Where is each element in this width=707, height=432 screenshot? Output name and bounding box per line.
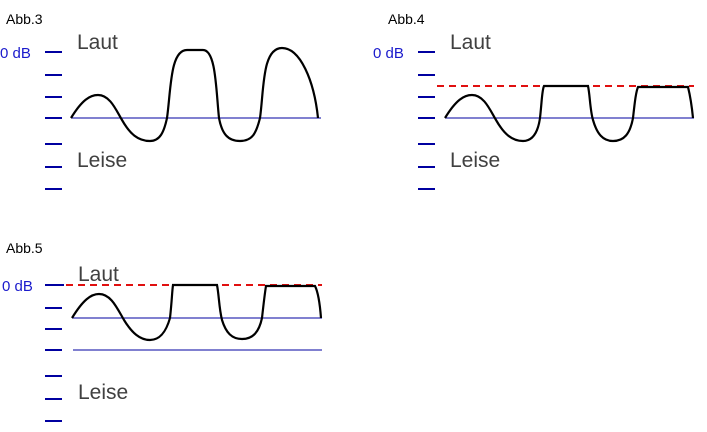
loud-label: Laut bbox=[77, 31, 118, 54]
waveform bbox=[70, 46, 320, 143]
waveform bbox=[71, 283, 323, 342]
level-scale bbox=[45, 51, 62, 190]
figure-abb5: Abb.5 0 dB Laut Leise bbox=[2, 240, 323, 422]
quiet-label: Leise bbox=[450, 149, 500, 172]
loud-label: Laut bbox=[450, 31, 491, 54]
level-scale bbox=[45, 284, 64, 422]
loud-label: Laut bbox=[78, 263, 119, 286]
level-scale bbox=[418, 51, 435, 190]
figure-label: Abb.5 bbox=[6, 240, 43, 256]
figure-abb3: Abb.3 0 dB Laut Leise bbox=[0, 11, 321, 190]
quiet-label: Leise bbox=[77, 149, 127, 172]
db-label: 0 dB bbox=[373, 45, 404, 62]
figure-abb4: Abb.4 0 dB Laut Leise bbox=[373, 11, 695, 190]
db-label: 0 dB bbox=[2, 278, 33, 295]
waveform bbox=[444, 84, 695, 143]
db-label: 0 dB bbox=[0, 45, 31, 62]
quiet-label: Leise bbox=[78, 381, 128, 404]
figure-label: Abb.3 bbox=[6, 11, 43, 27]
figure-label: Abb.4 bbox=[388, 11, 425, 27]
